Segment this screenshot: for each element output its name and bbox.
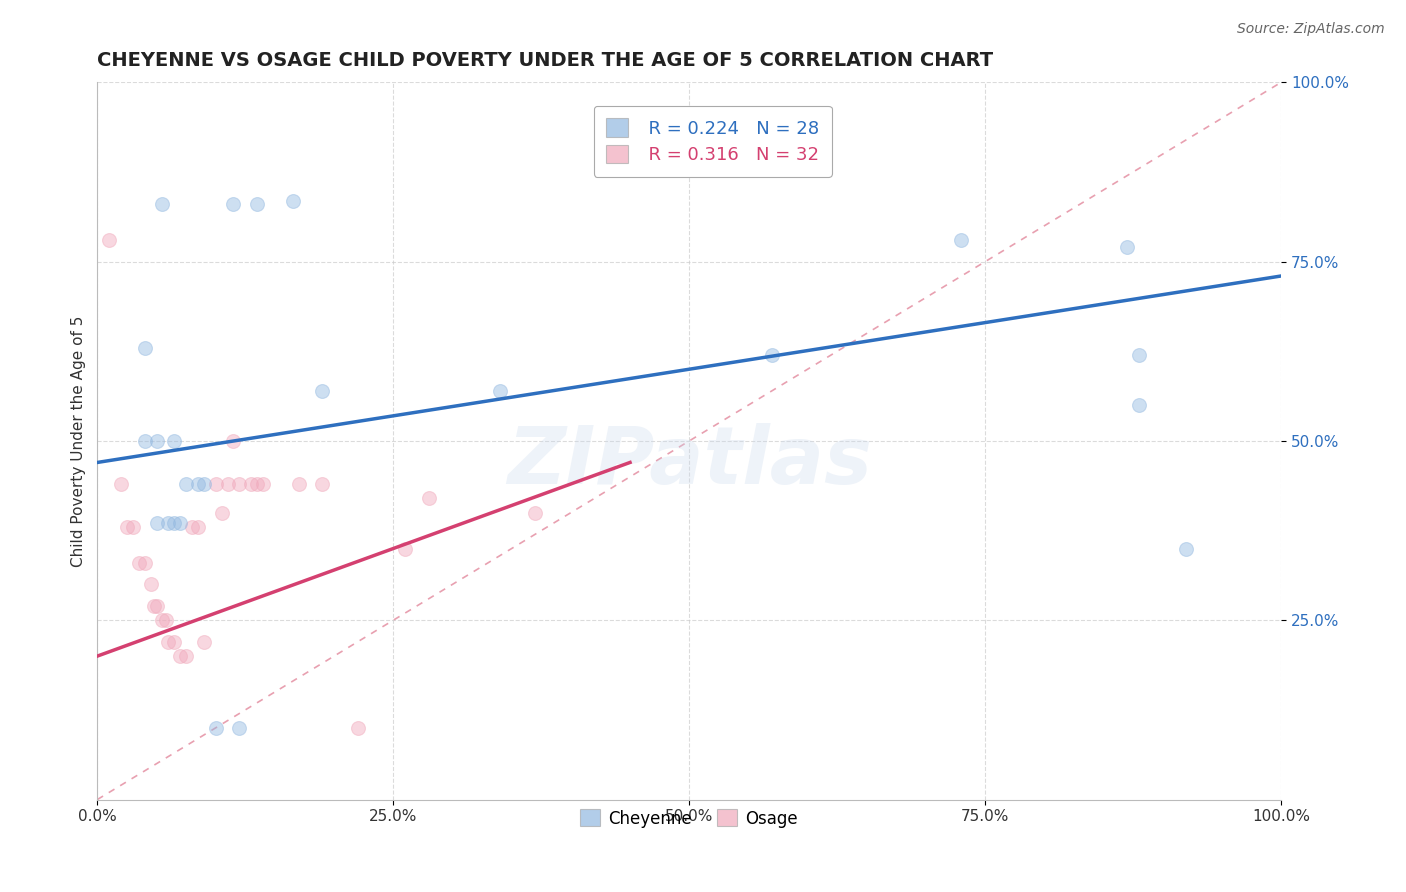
Point [174, 477, 197, 491]
Point [222, 197, 245, 211]
Point [204, 721, 226, 735]
Point [524, 506, 547, 520]
Point [211, 506, 233, 520]
Point [761, 348, 783, 362]
Point [228, 721, 250, 735]
Point [121, 520, 143, 534]
Point [193, 634, 215, 648]
Point [157, 516, 180, 531]
Point [252, 477, 274, 491]
Text: Source: ZipAtlas.com: Source: ZipAtlas.com [1237, 22, 1385, 37]
Point [174, 649, 197, 664]
Point [281, 194, 304, 208]
Point [193, 477, 215, 491]
Point [187, 477, 209, 491]
Point [163, 634, 186, 648]
Point [418, 491, 440, 506]
Point [1116, 240, 1139, 254]
Point [240, 477, 263, 491]
Point [163, 434, 186, 448]
Text: ZIPatlas: ZIPatlas [506, 424, 872, 501]
Point [246, 197, 269, 211]
Point [163, 516, 186, 531]
Point [169, 516, 191, 531]
Point [228, 477, 250, 491]
Point [143, 599, 166, 613]
Point [110, 477, 132, 491]
Point [169, 649, 191, 664]
Point [152, 613, 174, 627]
Point [139, 577, 162, 591]
Point [115, 520, 138, 534]
Text: CHEYENNE VS OSAGE CHILD POVERTY UNDER THE AGE OF 5 CORRELATION CHART: CHEYENNE VS OSAGE CHILD POVERTY UNDER TH… [97, 51, 994, 70]
Point [128, 556, 150, 570]
Point [152, 197, 174, 211]
Point [346, 721, 368, 735]
Point [98, 233, 121, 247]
Point [217, 477, 239, 491]
Point [145, 516, 167, 531]
Point [145, 599, 167, 613]
Point [950, 233, 973, 247]
Point [1128, 398, 1150, 412]
Point [246, 477, 269, 491]
Point [204, 477, 226, 491]
Point [1128, 348, 1150, 362]
Legend: Cheyenne, Osage: Cheyenne, Osage [574, 803, 804, 834]
Y-axis label: Child Poverty Under the Age of 5: Child Poverty Under the Age of 5 [72, 315, 86, 566]
Point [134, 556, 156, 570]
Point [187, 520, 209, 534]
Point [488, 384, 510, 398]
Point [157, 634, 180, 648]
Point [134, 434, 156, 448]
Point [287, 477, 309, 491]
Point [311, 384, 333, 398]
Point [394, 541, 416, 556]
Point [311, 477, 333, 491]
Point [222, 434, 245, 448]
Point [134, 341, 156, 355]
Point [181, 520, 204, 534]
Point [145, 434, 167, 448]
Point [1175, 541, 1198, 556]
Point [155, 613, 177, 627]
